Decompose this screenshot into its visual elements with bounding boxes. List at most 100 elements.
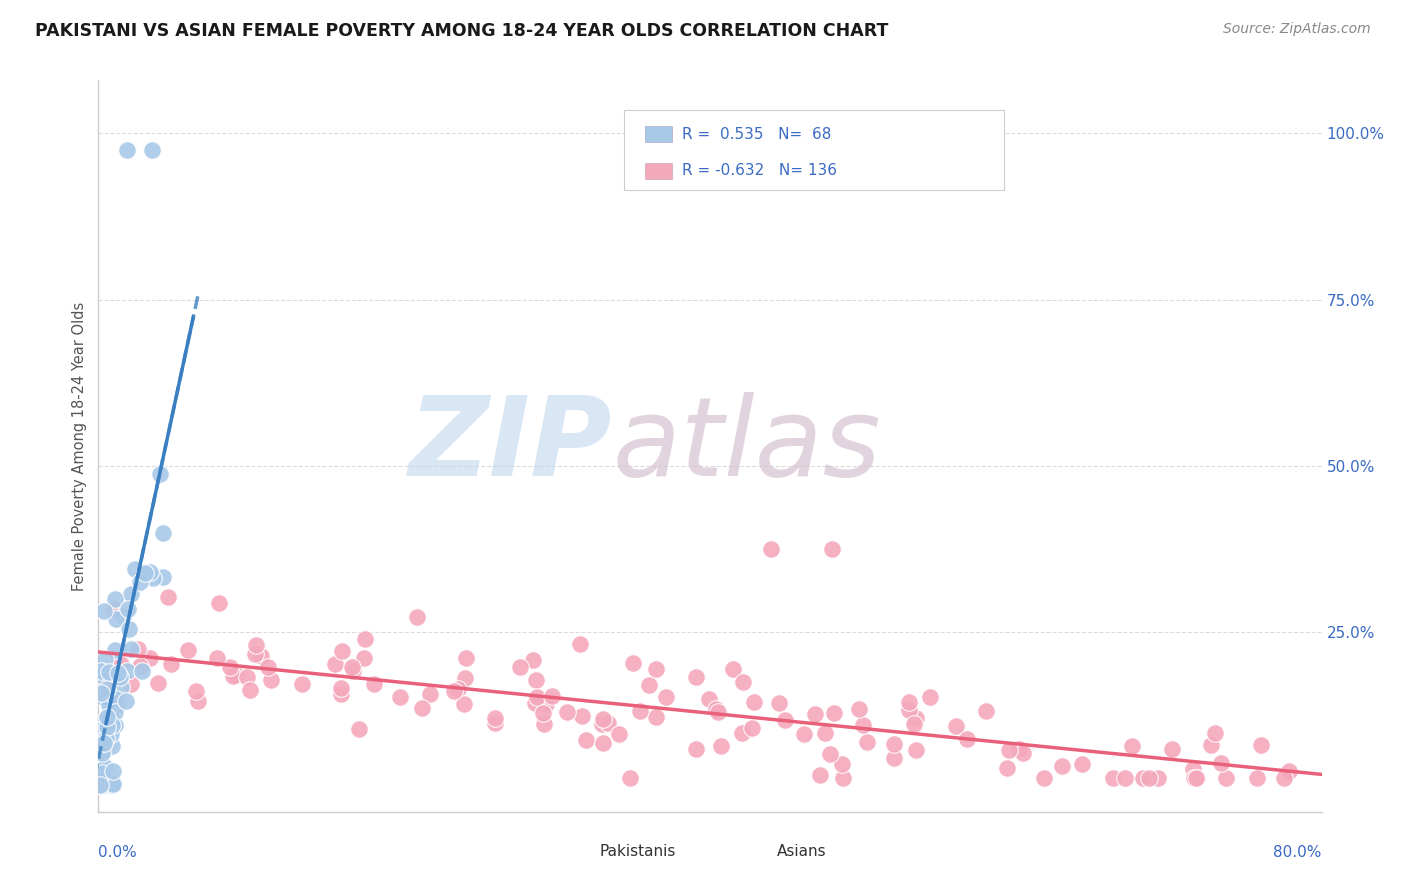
Point	[97, 698, 120, 713]
Point	[239, 683, 262, 698]
Point	[1215, 772, 1237, 786]
Text: Source: ZipAtlas.com: Source: ZipAtlas.com	[1223, 22, 1371, 37]
Point	[956, 732, 979, 747]
Point	[731, 725, 754, 739]
Point	[100, 726, 122, 740]
Point	[685, 670, 707, 684]
Point	[98, 665, 121, 679]
Point	[592, 712, 614, 726]
Point	[1070, 756, 1092, 771]
Point	[1012, 746, 1035, 760]
Point	[534, 697, 557, 711]
Point	[90, 772, 112, 787]
Point	[598, 716, 620, 731]
Point	[104, 717, 127, 731]
FancyBboxPatch shape	[624, 110, 1004, 190]
Point	[120, 587, 142, 601]
Bar	[564, 845, 591, 861]
Point	[484, 715, 506, 730]
Point	[101, 764, 124, 779]
Point	[94, 713, 117, 727]
Point	[706, 705, 728, 719]
Point	[127, 642, 149, 657]
Point	[98, 710, 121, 724]
Point	[128, 574, 150, 589]
Point	[568, 638, 591, 652]
Point	[903, 716, 925, 731]
Point	[90, 763, 112, 777]
Point	[1102, 772, 1125, 786]
Point	[814, 726, 837, 740]
Text: ZIP: ZIP	[409, 392, 612, 500]
Text: atlas: atlas	[612, 392, 880, 500]
Point	[134, 566, 156, 580]
Point	[118, 622, 141, 636]
Point	[571, 709, 593, 723]
Point	[90, 664, 112, 678]
Point	[509, 660, 531, 674]
Point	[101, 777, 124, 791]
Point	[697, 692, 720, 706]
Point	[607, 727, 630, 741]
Text: Pakistanis: Pakistanis	[600, 845, 676, 860]
Point	[591, 717, 613, 731]
Point	[93, 604, 115, 618]
Point	[104, 706, 127, 720]
Point	[184, 683, 207, 698]
Point	[342, 664, 364, 678]
Point	[111, 608, 134, 623]
Point	[236, 669, 259, 683]
Point	[1182, 772, 1205, 786]
Point	[1184, 772, 1206, 786]
Point	[453, 698, 475, 712]
Point	[330, 643, 353, 657]
Point	[117, 602, 139, 616]
Point	[897, 703, 920, 717]
Point	[721, 662, 744, 676]
Point	[1246, 772, 1268, 786]
Point	[523, 697, 546, 711]
Point	[329, 687, 352, 701]
Point	[93, 736, 115, 750]
Point	[108, 670, 131, 684]
Point	[897, 695, 920, 709]
Point	[249, 649, 271, 664]
Point	[1204, 725, 1226, 739]
Point	[419, 687, 441, 701]
Y-axis label: Female Poverty Among 18-24 Year Olds: Female Poverty Among 18-24 Year Olds	[72, 301, 87, 591]
Point	[731, 675, 754, 690]
Point	[447, 682, 470, 697]
Point	[107, 666, 129, 681]
Point	[1032, 772, 1054, 786]
Text: 0.0%: 0.0%	[98, 845, 138, 860]
Point	[347, 722, 370, 736]
Point	[759, 542, 782, 557]
Bar	[741, 845, 768, 861]
Point	[219, 660, 242, 674]
Point	[222, 669, 245, 683]
Point	[243, 647, 266, 661]
Point	[94, 760, 117, 774]
Point	[101, 718, 124, 732]
Point	[1185, 772, 1208, 786]
Point	[89, 733, 111, 747]
Point	[522, 653, 544, 667]
Point	[101, 739, 124, 753]
Point	[115, 664, 138, 678]
Point	[89, 778, 111, 792]
Point	[1050, 759, 1073, 773]
Point	[1272, 772, 1295, 786]
Point	[323, 657, 346, 672]
Point	[555, 705, 578, 719]
Point	[454, 671, 477, 685]
Point	[110, 657, 132, 671]
Point	[91, 747, 114, 761]
Point	[89, 778, 111, 792]
Point	[741, 721, 763, 735]
Point	[141, 143, 163, 157]
Point	[90, 778, 112, 792]
Point	[768, 697, 790, 711]
Point	[89, 778, 111, 792]
Point	[187, 693, 209, 707]
Point	[225, 667, 247, 681]
